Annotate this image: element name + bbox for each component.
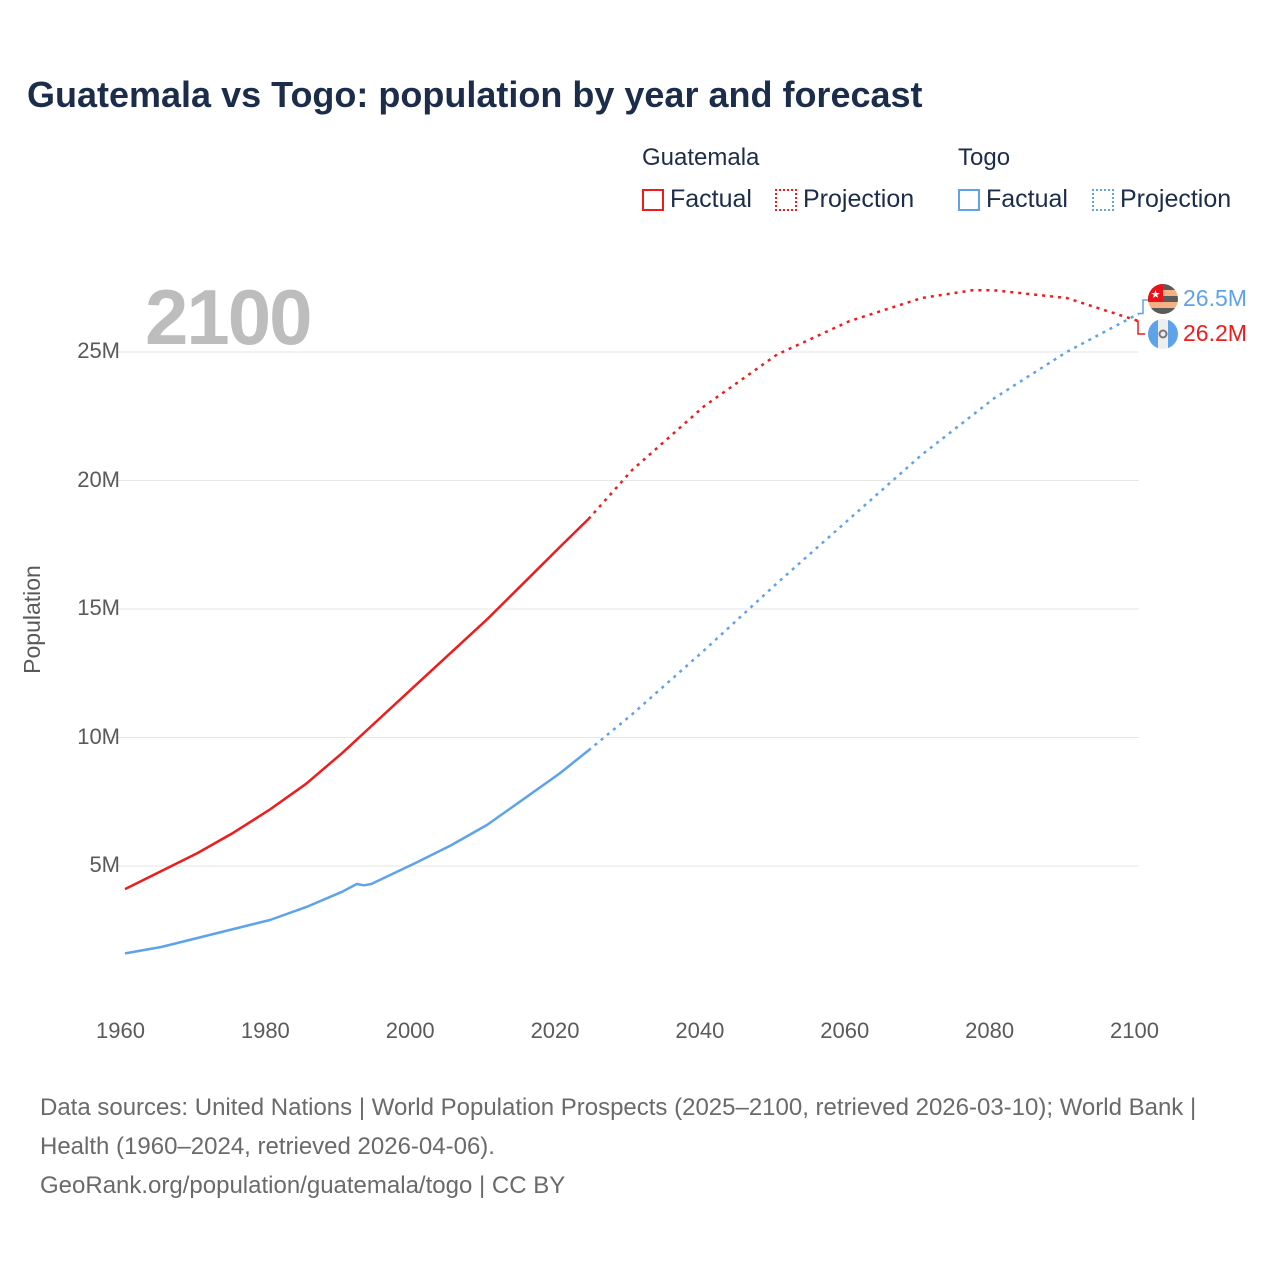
chart-title: Guatemala vs Togo: population by year an… <box>27 74 923 115</box>
credit-link[interactable]: GeoRank.org/population/guatemala/togo | … <box>40 1172 566 1199</box>
legend-swatch <box>642 188 664 211</box>
legend-togo-factual[interactable]: Factual <box>958 185 1068 214</box>
legend-swatch <box>1092 188 1114 211</box>
x-tick-label: 2040 <box>675 1018 725 1043</box>
legend-guatemala-projection[interactable]: Projection <box>775 185 914 214</box>
y-axis-label: Population <box>18 565 45 674</box>
current-year-label: 2100 <box>145 273 313 361</box>
guatemala-factual-line <box>124 518 590 891</box>
svg-text:★: ★ <box>1151 289 1161 301</box>
togo-projection-line <box>587 312 1140 752</box>
x-tick-label: 2060 <box>820 1018 870 1043</box>
footer: Data sources: United Nations | World Pop… <box>40 1088 1230 1205</box>
x-tick-label: 2000 <box>385 1018 435 1043</box>
togo-flag-icon: ★ <box>1148 284 1178 314</box>
guatemala-projection-line <box>587 289 1140 520</box>
legend-label: Projection <box>1120 185 1232 213</box>
guatemala-end-label: 26.2M <box>1183 320 1247 346</box>
guatemala-label-connector <box>1136 320 1145 335</box>
x-tick-label: 2100 <box>1110 1018 1159 1043</box>
guatemala-flag-icon <box>1148 319 1178 349</box>
y-tick-label: 25M <box>77 338 120 363</box>
legend-swatch <box>775 188 797 211</box>
y-tick-label: 10M <box>77 723 120 749</box>
x-tick-label: 1980 <box>240 1018 290 1043</box>
legend-guatemala-factual[interactable]: Factual <box>642 185 752 214</box>
legend-group-togo: Togo <box>958 144 1011 171</box>
legend-swatch <box>958 188 980 211</box>
x-tick-label: 2080 <box>965 1018 1015 1043</box>
legend-togo-projection[interactable]: Projection <box>1092 185 1231 214</box>
y-tick-label: 5M <box>89 852 120 877</box>
legend-label: Factual <box>986 185 1068 213</box>
togo-end-label: 26.5M <box>1183 285 1247 311</box>
legend-label: Projection <box>803 185 915 213</box>
togo-label-connector <box>1139 299 1148 315</box>
togo-factual-line <box>124 749 590 955</box>
x-tick-label: 2020 <box>530 1018 580 1043</box>
y-tick-label: 20M <box>77 466 120 492</box>
x-tick-label: 1960 <box>96 1018 145 1043</box>
legend-group-guatemala: Guatemala <box>642 144 760 171</box>
data-sources: Data sources: United Nations | World Pop… <box>40 1094 1197 1160</box>
y-tick-label: 15M <box>77 595 120 620</box>
legend-label: Factual <box>670 185 752 213</box>
